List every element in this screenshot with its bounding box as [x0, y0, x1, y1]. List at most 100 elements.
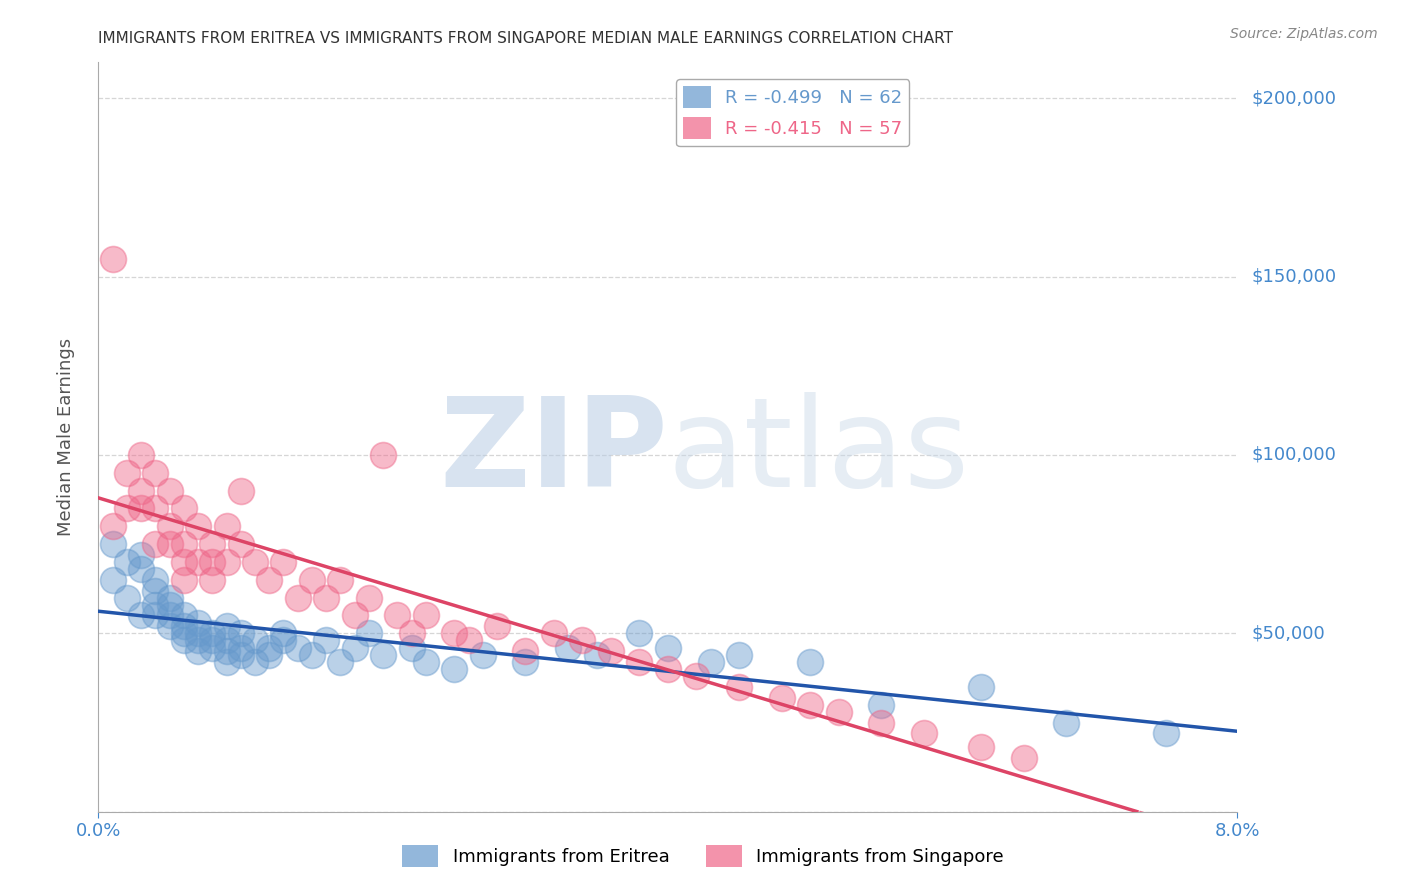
Point	[101, 573, 124, 587]
Point	[187, 633, 209, 648]
Point	[145, 466, 167, 480]
Point	[357, 591, 380, 605]
Point	[657, 640, 679, 655]
Point	[415, 655, 437, 669]
Point	[315, 591, 337, 605]
Point	[101, 252, 124, 266]
Point	[159, 519, 181, 533]
Point	[912, 726, 935, 740]
Point	[515, 644, 537, 658]
Text: atlas: atlas	[668, 392, 970, 513]
Point	[201, 537, 224, 551]
Point	[657, 662, 679, 676]
Point	[728, 680, 751, 694]
Point	[273, 555, 295, 569]
Point	[415, 608, 437, 623]
Point	[187, 615, 209, 630]
Point	[115, 466, 138, 480]
Point	[173, 619, 195, 633]
Point	[201, 640, 224, 655]
Point	[1012, 751, 1035, 765]
Point	[443, 662, 465, 676]
Point	[371, 448, 394, 462]
Point	[301, 573, 323, 587]
Point	[828, 705, 851, 719]
Point	[129, 608, 152, 623]
Point	[201, 626, 224, 640]
Text: $100,000: $100,000	[1251, 446, 1336, 464]
Point	[173, 573, 195, 587]
Point	[115, 555, 138, 569]
Point	[173, 555, 195, 569]
Point	[728, 648, 751, 662]
Legend: R = -0.499   N = 62, R = -0.415   N = 57: R = -0.499 N = 62, R = -0.415 N = 57	[676, 79, 910, 146]
Point	[201, 555, 224, 569]
Point	[357, 626, 380, 640]
Point	[215, 644, 238, 658]
Point	[628, 655, 651, 669]
Point	[343, 640, 366, 655]
Point	[129, 448, 152, 462]
Text: $150,000: $150,000	[1251, 268, 1336, 285]
Point	[129, 483, 152, 498]
Point	[243, 633, 266, 648]
Point	[215, 619, 238, 633]
Point	[401, 640, 423, 655]
Point	[115, 591, 138, 605]
Point	[215, 519, 238, 533]
Point	[173, 626, 195, 640]
Point	[585, 648, 607, 662]
Point	[229, 537, 252, 551]
Point	[215, 633, 238, 648]
Point	[401, 626, 423, 640]
Point	[187, 644, 209, 658]
Point	[187, 626, 209, 640]
Point	[259, 573, 281, 587]
Point	[770, 690, 793, 705]
Point	[799, 655, 821, 669]
Point	[229, 640, 252, 655]
Point	[315, 633, 337, 648]
Text: Source: ZipAtlas.com: Source: ZipAtlas.com	[1230, 27, 1378, 41]
Text: IMMIGRANTS FROM ERITREA VS IMMIGRANTS FROM SINGAPORE MEDIAN MALE EARNINGS CORREL: IMMIGRANTS FROM ERITREA VS IMMIGRANTS FR…	[98, 31, 953, 46]
Point	[173, 608, 195, 623]
Point	[471, 648, 494, 662]
Point	[215, 555, 238, 569]
Point	[229, 648, 252, 662]
Point	[243, 555, 266, 569]
Point	[443, 626, 465, 640]
Point	[329, 573, 352, 587]
Point	[145, 501, 167, 516]
Point	[129, 548, 152, 562]
Point	[159, 619, 181, 633]
Point	[970, 740, 993, 755]
Point	[799, 698, 821, 712]
Point	[600, 644, 623, 658]
Point	[457, 633, 479, 648]
Point	[201, 633, 224, 648]
Point	[870, 715, 893, 730]
Point	[557, 640, 579, 655]
Point	[229, 626, 252, 640]
Point	[371, 648, 394, 662]
Point	[187, 519, 209, 533]
Point	[543, 626, 565, 640]
Point	[628, 626, 651, 640]
Point	[287, 640, 309, 655]
Point	[515, 655, 537, 669]
Point	[159, 608, 181, 623]
Point	[159, 483, 181, 498]
Point	[129, 501, 152, 516]
Point	[101, 537, 124, 551]
Point	[259, 640, 281, 655]
Legend: Immigrants from Eritrea, Immigrants from Singapore: Immigrants from Eritrea, Immigrants from…	[395, 838, 1011, 874]
Point	[287, 591, 309, 605]
Point	[145, 598, 167, 612]
Point	[343, 608, 366, 623]
Point	[301, 648, 323, 662]
Point	[486, 619, 509, 633]
Text: $200,000: $200,000	[1251, 89, 1336, 107]
Point	[273, 626, 295, 640]
Point	[1056, 715, 1078, 730]
Point	[259, 648, 281, 662]
